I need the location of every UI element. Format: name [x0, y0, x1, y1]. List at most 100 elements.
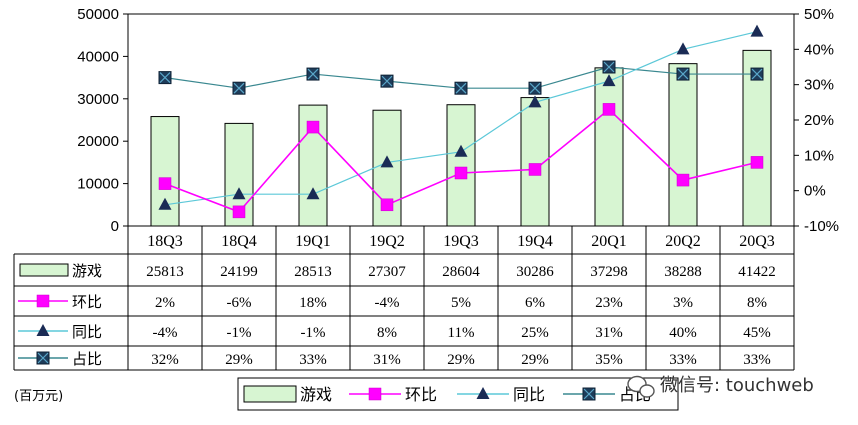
cell-同比-19Q1: -1% — [301, 325, 326, 341]
left-axis-tick: 40000 — [77, 48, 119, 65]
cell-同比-19Q4: 25% — [521, 325, 549, 341]
marker-环比-19Q1 — [306, 120, 320, 134]
data-table: 18Q3 18Q4 19Q1 19Q2 19Q3 19Q4 20Q1 20Q2 20Q3 游戏 25… — [13, 226, 795, 371]
marker-占比-19Q3-cross — [455, 82, 467, 94]
cell-游戏-18Q4: 24199 — [220, 264, 258, 280]
marker-环比-18Q4 — [232, 205, 246, 219]
unit-label: (百万元) — [14, 389, 63, 404]
row-key-同比 — [18, 324, 68, 336]
cell-占比-18Q3: 32% — [151, 352, 179, 368]
cell-同比-18Q4: -1% — [227, 325, 252, 341]
cell-环比-19Q4: 6% — [525, 295, 545, 311]
cell-占比-20Q3: 33% — [743, 352, 771, 368]
legend-marker-cross — [583, 388, 595, 400]
category-label-19Q1: 19Q1 — [295, 233, 331, 250]
marker-同比-20Q3 — [750, 24, 764, 37]
marker-占比-20Q2 — [676, 67, 690, 81]
cell-游戏-20Q3: 41422 — [738, 264, 776, 280]
marker-占比-20Q1-cross — [603, 61, 615, 73]
marker-同比-20Q2 — [676, 42, 690, 55]
cell-环比-18Q4: -6% — [227, 295, 252, 311]
marker-占比-18Q4-cross — [233, 82, 245, 94]
category-label-18Q3: 18Q3 — [147, 233, 183, 250]
legend-item-游戏: 游戏 — [243, 385, 332, 404]
marker-环比-20Q2 — [676, 173, 690, 187]
category-label-20Q1: 20Q1 — [591, 233, 627, 250]
right-axis-tick: 0% — [804, 183, 826, 200]
row-label-游戏: 游戏 — [72, 262, 102, 280]
cell-同比-19Q2: 8% — [377, 325, 397, 341]
row-label-环比: 环比 — [72, 293, 102, 311]
cell-同比-18Q3: -4% — [153, 325, 178, 341]
marker-同比-19Q1 — [306, 187, 320, 200]
row-label-占比: 占比 — [72, 350, 102, 368]
marker-占比-19Q2 — [380, 74, 394, 88]
bar-20Q2 — [668, 63, 698, 227]
legend-item-环比: 环比 — [349, 385, 437, 404]
cell-游戏-20Q1: 37298 — [590, 264, 628, 280]
cell-环比-20Q1: 23% — [595, 295, 623, 311]
right-axis-tick: 50% — [804, 6, 834, 23]
cell-同比-20Q1: 31% — [595, 325, 623, 341]
row-key-marker — [36, 351, 50, 365]
cell-游戏-19Q1: 28513 — [294, 264, 332, 280]
category-label-20Q2: 20Q2 — [665, 233, 701, 250]
cell-占比-20Q2: 33% — [669, 352, 697, 368]
left-axis-tick: 20000 — [77, 133, 119, 150]
category-label-19Q2: 19Q2 — [369, 233, 405, 250]
left-axis-tick: 0 — [111, 218, 119, 235]
bar-19Q3 — [446, 104, 476, 227]
legend-item-同比: 同比 — [457, 385, 545, 404]
bar-20Q1 — [594, 67, 624, 227]
legend-label: 环比 — [405, 385, 437, 404]
wechat-bubble-small — [639, 384, 655, 398]
marker-占比-20Q2-cross — [677, 68, 689, 80]
marker-占比-18Q3-cross — [159, 72, 171, 84]
marker-占比-18Q4 — [232, 81, 246, 95]
marker-同比-18Q3 — [158, 197, 172, 210]
cell-占比-20Q1: 35% — [595, 352, 623, 368]
wechat-logo-icon — [627, 375, 655, 398]
marker-环比-19Q2 — [380, 198, 394, 212]
series-markers — [158, 24, 764, 219]
category-label-20Q3: 20Q3 — [739, 233, 775, 250]
legend: 游戏 环比 同比 占比 — [237, 377, 679, 411]
cell-占比-18Q4: 29% — [225, 352, 253, 368]
cell-占比-19Q3: 29% — [447, 352, 475, 368]
right-axis-tick: 30% — [804, 77, 834, 94]
cell-同比-20Q2: 40% — [669, 325, 697, 341]
marker-占比-20Q1 — [602, 60, 616, 74]
row-key-marker-cross — [37, 352, 49, 364]
legend-item-占比: 占比 — [563, 385, 651, 404]
cell-环比-18Q3: 2% — [155, 295, 175, 311]
row-label-同比: 同比 — [72, 323, 102, 341]
cell-游戏-19Q2: 27307 — [368, 264, 406, 280]
cell-环比-19Q2: -4% — [375, 295, 400, 311]
legend-marker — [582, 387, 596, 401]
left-axis-tick: 10000 — [77, 176, 119, 193]
marker-同比-20Q1 — [602, 74, 616, 87]
row-key-marker — [36, 324, 50, 336]
legend-label: 游戏 — [300, 385, 332, 404]
category-label-18Q4: 18Q4 — [221, 233, 257, 250]
bar-20Q3 — [742, 49, 772, 227]
cell-占比-19Q4: 29% — [521, 352, 549, 368]
category-label-19Q4: 19Q4 — [517, 233, 553, 250]
left-axis-tick: 30000 — [77, 91, 119, 108]
row-key-占比 — [18, 351, 68, 365]
cell-占比-19Q2: 31% — [373, 352, 401, 368]
watermark-text: 微信号: touchweb — [660, 375, 814, 396]
marker-同比-19Q3 — [454, 144, 468, 157]
cell-占比-19Q1: 33% — [299, 352, 327, 368]
axes: 0 10000 20000 30000 40000 50000 -10% 0% 10% 20% 30… — [77, 6, 839, 235]
marker-占比-19Q4 — [528, 81, 542, 95]
right-axis-tick: 40% — [804, 41, 834, 58]
cell-同比-20Q3: 45% — [743, 325, 771, 341]
marker-环比-20Q1 — [602, 103, 616, 116]
marker-占比-19Q3 — [454, 81, 468, 95]
marker-同比-19Q4 — [528, 95, 542, 108]
legend-marker — [368, 387, 382, 401]
marker-同比-19Q2 — [380, 155, 394, 168]
marker-环比-18Q3 — [158, 177, 172, 190]
